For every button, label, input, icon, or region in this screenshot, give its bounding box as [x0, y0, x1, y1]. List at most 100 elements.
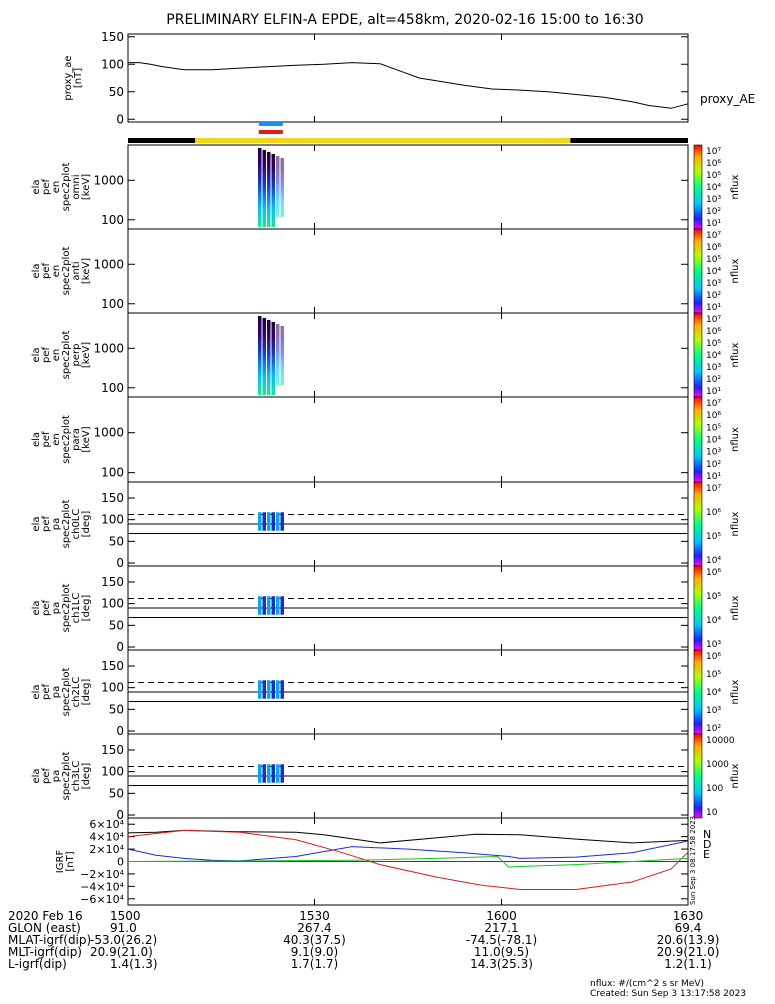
perp-ylabel-line: perp	[71, 344, 82, 367]
proxy-ae-legend: proxy_AE	[700, 92, 755, 106]
ch1LC-ylabel-line: spec2plot	[61, 584, 72, 633]
spectrogram-cell	[262, 764, 266, 783]
y-tick-label: 0	[116, 112, 124, 126]
perp-ylabel-line: pef	[41, 347, 52, 364]
igrf-series-label: E	[703, 848, 710, 861]
y-tick-label: 0	[116, 640, 124, 654]
spectrogram-cell	[276, 512, 280, 531]
spectrogram-cell	[267, 320, 271, 395]
colorbar-tick-label: 10²	[706, 291, 721, 301]
colorbar-tick-label: 10⁴	[706, 616, 721, 626]
omni-colorbar: 10⁷ 10⁶ 10⁵ 10⁴ 10³ 10² 10¹ nflux	[693, 144, 741, 230]
colorbar-tick-label: 10⁶	[706, 159, 721, 169]
orbit-segment	[128, 138, 196, 143]
time-tick-label: 1530	[299, 909, 330, 923]
colorbar	[693, 396, 703, 483]
colorbar-tick-label: 10⁷	[706, 315, 721, 325]
colorbar-label: nflux	[730, 679, 741, 704]
ch0LC-ylabel-line: pef	[41, 516, 52, 533]
colorbar-tick-label: 10¹	[706, 303, 721, 313]
spectrogram-cell	[262, 318, 266, 395]
colorbar-tick-label: 10⁶	[706, 508, 721, 518]
anti-colorbar: 10⁷ 10⁶ 10⁵ 10⁴ 10³ 10² 10¹ nflux	[693, 228, 741, 314]
colorbar-tick-label: 10⁵	[706, 339, 721, 349]
ch2LC-ylabel-line: pa	[51, 686, 62, 698]
perp-colorbar: 10⁷ 10⁶ 10⁵ 10⁴ 10³ 10² 10¹ nflux	[693, 312, 741, 398]
axis-row-label: MLT-igrf(dip)	[8, 945, 82, 959]
y-tick-label: 2×10⁴	[89, 843, 124, 856]
panel-ch2LC: 150 100 50 0	[101, 649, 689, 738]
spectrogram-cell	[280, 512, 284, 531]
colorbar-tick-label: 10²	[706, 724, 721, 734]
ch3LC-ylabel-line: ela	[31, 768, 42, 783]
spectrogram-cell	[276, 680, 280, 699]
panel-anti: 1000 100	[93, 228, 689, 314]
y-tick-label: 100	[101, 681, 124, 695]
y-tick-label: 100	[101, 466, 124, 480]
ch1LC-ylabel-line: ela	[31, 600, 42, 615]
colorbar	[693, 228, 703, 314]
ch3LC-ylabel-line: spec2plot	[61, 752, 72, 801]
side-note: Sun Sep 3 08:17:58 2023	[689, 816, 697, 905]
ch2LC-ylabel-line: ela	[31, 684, 42, 699]
ch2LC-ylabel-line: ch2LC	[71, 677, 82, 708]
ch0LC-ylabel: ela pef pa spec2plot ch0LC [deg]	[31, 500, 92, 549]
colorbar-tick-label: 10⁴	[706, 688, 721, 698]
ch3LC-colorbar: 10000 1000 100 10 nflux	[693, 733, 741, 819]
ch1LC-colorbar: 10⁶ 10⁵ 10⁴ 10³ nflux	[693, 565, 741, 651]
colorbar	[693, 733, 703, 819]
spectrogram-cell	[258, 512, 262, 531]
spectrogram-cell	[276, 764, 280, 783]
colorbar-tick-label: 10²	[706, 460, 721, 470]
spectrogram-cell	[271, 680, 275, 699]
colorbar-tick-label: 10³	[706, 706, 721, 716]
y-tick-label: 0	[116, 556, 124, 570]
spectrogram-cell	[262, 680, 266, 699]
omni-ylabel-line: omni	[71, 175, 82, 200]
ch3LC-ylabel-line: pef	[41, 768, 52, 785]
l-value: 1.7(1.7)	[291, 957, 339, 971]
proxy-ae-ylabel: proxy_ae [nT]	[63, 55, 84, 100]
y-tick-label: 100	[101, 765, 124, 779]
colorbar-tick-label: 10⁴	[706, 183, 721, 193]
para-ylabel-line: para	[71, 428, 82, 451]
y-tick-label: 1000	[93, 173, 124, 187]
spectrogram-cell	[262, 596, 266, 615]
time-tick-label: 1500	[110, 909, 141, 923]
ch3LC-ylabel-line: pa	[51, 770, 62, 782]
spectrogram-cell	[258, 148, 262, 227]
y-tick-label: 1000	[93, 257, 124, 271]
colorbar-label: nflux	[730, 595, 741, 620]
colorbar-tick-label: 10⁵	[706, 171, 721, 181]
colorbar	[693, 649, 703, 735]
spectrogram-cell	[271, 596, 275, 615]
perp-ylabel-line: en	[51, 349, 62, 362]
igrf-series-line	[127, 855, 689, 868]
para-ylabel-line: en	[51, 433, 62, 446]
axis-row-label: GLON (east)	[8, 921, 81, 935]
colorbar	[693, 144, 703, 230]
spectrogram-cell	[271, 322, 275, 395]
glon-value: 69.4	[675, 921, 702, 935]
time-tick-label: 1600	[486, 909, 517, 923]
y-tick-label: −2×10⁴	[80, 868, 124, 881]
mlat-value: -74.5(-78.1)	[466, 933, 537, 947]
para-ylabel-line: spec2plot	[61, 415, 72, 464]
colorbar-tick-label: 10³	[706, 640, 721, 650]
ch2LC-ylabel-line: spec2plot	[61, 668, 72, 717]
colorbar-tick-label: 10³	[706, 279, 721, 289]
axis-row-label: 2020 Feb 16	[8, 909, 83, 923]
colorbar-tick-label: 10⁷	[706, 231, 721, 241]
spectrogram-cell	[267, 764, 271, 783]
ch3LC-ylabel-line: [deg]	[81, 763, 92, 790]
y-tick-label: 0	[117, 856, 124, 869]
colorbar-tick-label: 10³	[706, 448, 721, 458]
mlt-value: 9.1(9.0)	[291, 945, 339, 959]
y-tick-label: 150	[101, 575, 124, 589]
colorbar-tick-label: 10³	[706, 363, 721, 373]
y-tick-label: 100	[101, 381, 124, 395]
spectrogram-cell	[280, 596, 284, 615]
ch2LC-ylabel: ela pef pa spec2plot ch2LC [deg]	[31, 668, 92, 717]
axis-row-label: MLAT-igrf(dip)	[8, 933, 91, 947]
